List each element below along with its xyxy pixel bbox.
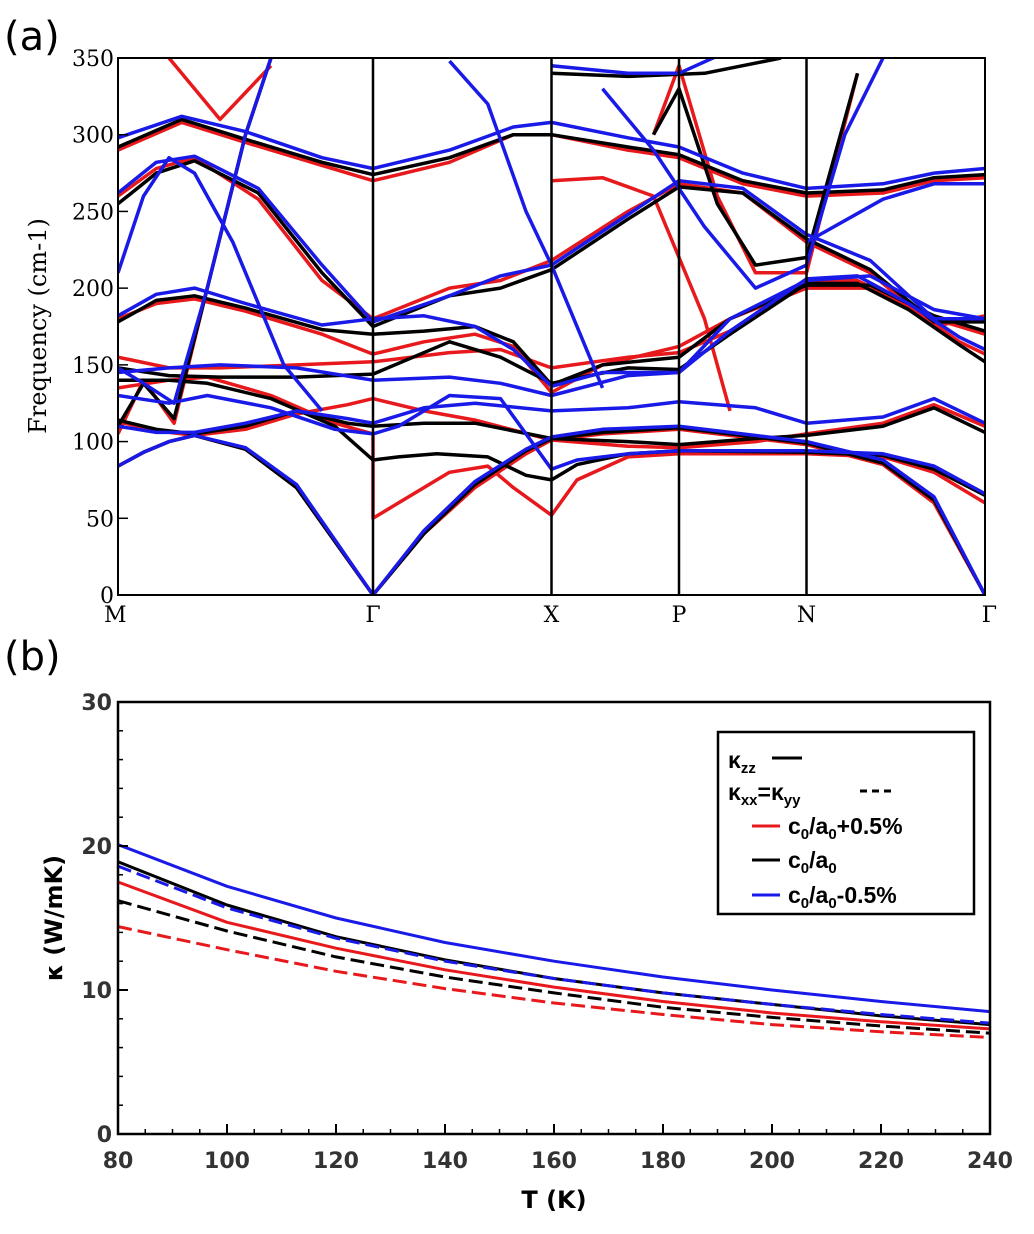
x-tick-label-a: X: [544, 603, 560, 628]
series-5: [118, 864, 990, 1025]
y-tick-label-b: 30: [81, 691, 112, 716]
series-3: [118, 899, 990, 1035]
y-axis-label-b: κ (W/mK): [40, 855, 68, 981]
band-2-11: [601, 58, 885, 290]
y-tick-label-a: 200: [72, 277, 114, 302]
band-2-1: [118, 396, 985, 435]
series-0: [118, 880, 990, 1031]
y-axis-ticks-b: 0 10 20 30: [81, 691, 128, 1148]
series-4: [118, 843, 990, 1014]
x-tick-label-b: 200: [749, 1149, 795, 1174]
y-tick-label-b: 10: [81, 979, 112, 1004]
y-tick-label-a: 50: [86, 507, 114, 532]
legend-label-plus: c0/a0+0.5%: [788, 813, 903, 843]
band-1-9: [651, 72, 860, 267]
band-1-4: [118, 283, 985, 387]
panel-a-dispersion: 0 50 100 150 200 250 300 350 M Γ X P N Γ Frequency (…: [24, 47, 997, 628]
band-0-4: [118, 286, 985, 395]
band-2-10: [448, 59, 605, 389]
band-2-7: [118, 155, 324, 413]
y-tick-label-a: 250: [72, 200, 114, 225]
x-axis-label-b: T (K): [521, 1186, 586, 1214]
x-axis-ticks-b: 80 100 120 140 160 180 200 220 240: [103, 1124, 1013, 1174]
band-1-1: [118, 406, 985, 447]
band-2-4: [118, 274, 985, 389]
x-tick-label-b: 160: [531, 1149, 577, 1174]
y-tick-label-a: 300: [72, 124, 114, 149]
legend-box: [716, 730, 976, 916]
band-2-8: [118, 58, 273, 405]
x-tick-label-b: 220: [858, 1149, 904, 1174]
panel-label-b: (b): [4, 634, 61, 680]
x-tick-label-b: 120: [313, 1149, 359, 1174]
x-tick-label-a: N: [797, 603, 816, 628]
y-tick-label-a: 350: [72, 47, 114, 72]
x-tick-label-b: 140: [422, 1149, 468, 1174]
x-tick-label-a: M: [104, 603, 127, 628]
kappa-series: [118, 843, 990, 1039]
band-2-9: [551, 58, 718, 76]
band-0-8: [167, 58, 273, 122]
x-tick-label-b: 180: [640, 1149, 686, 1174]
x-tick-label-a: P: [672, 603, 687, 628]
y-tick-label-b: 20: [81, 835, 112, 860]
y-axis-label-a: Frequency (cm-1): [24, 218, 52, 434]
band-2-12: [805, 182, 985, 244]
y-tick-label-a: 0: [100, 584, 114, 609]
y-tick-label-a: 150: [72, 354, 114, 379]
x-tick-label-b: 240: [967, 1149, 1013, 1174]
y-axis-ticks-a: 0 50 100 150 200 250 300 350: [72, 47, 128, 609]
panel-label-a: (a): [4, 14, 60, 60]
legend: κzz κxx=κyy c0/a0+0.5% c0/a0 c0/a0-0.5%: [716, 730, 976, 916]
band-0-1: [118, 396, 985, 450]
y-tick-label-a: 100: [72, 431, 114, 456]
x-tick-label-b: 100: [204, 1149, 250, 1174]
plot-frame-a: [117, 57, 986, 596]
band-1-5: [118, 159, 985, 329]
band-2-3: [118, 274, 985, 398]
band-2-5: [118, 154, 985, 324]
x-tick-label-a: Γ: [982, 603, 997, 628]
panel-b-conductivity: 0 10 20 30 80 100 120 140 160 180 200 220 240 κ (W/…: [40, 691, 1013, 1214]
legend-kzz-label: κzz: [728, 747, 756, 777]
legend-kxx-label: κxx=κyy: [728, 779, 801, 809]
band-2-2: [118, 393, 985, 496]
legend-label-base: c0/a0: [788, 847, 837, 877]
x-tick-label-b: 80: [103, 1149, 134, 1174]
high-symmetry-lines: [371, 58, 808, 595]
y-tick-label-b: 0: [97, 1123, 112, 1148]
series-1: [118, 925, 990, 1039]
x-tick-label-a: Γ: [365, 603, 380, 628]
legend-label-minus: c0/a0-0.5%: [788, 882, 897, 912]
